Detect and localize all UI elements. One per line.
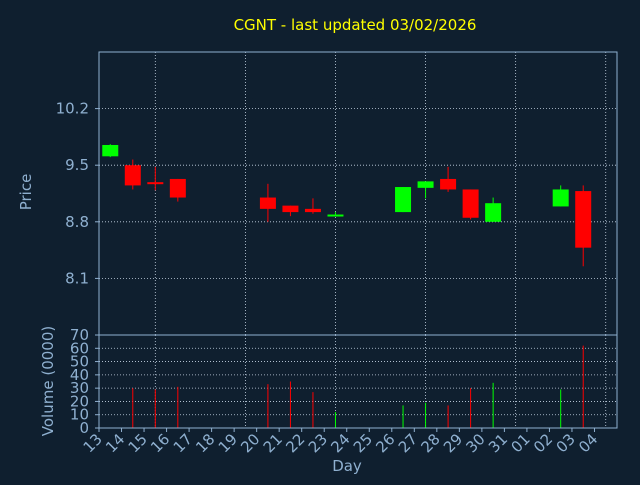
chart-title: CGNT - last updated 03/02/2026	[234, 16, 477, 34]
candle-body	[440, 178, 457, 190]
candle-body	[282, 205, 299, 213]
price-axis-label: Price	[17, 174, 35, 211]
day-axis-label: Day	[332, 457, 362, 475]
volume-tick-label: 70	[70, 326, 89, 344]
candle-body	[259, 197, 276, 209]
candle-body	[485, 203, 502, 222]
candle-body	[124, 165, 141, 186]
price-axis-ticks: 8.1 8.8 9.5 10.2	[56, 100, 99, 287]
volume-tick-label: 60	[70, 339, 89, 357]
price-candles	[102, 144, 592, 267]
volume-grid	[99, 335, 617, 428]
candle-body	[304, 208, 321, 213]
candle-body	[169, 178, 186, 198]
day-tick-label: 04	[575, 430, 601, 456]
price-tick-label: 8.1	[65, 269, 89, 287]
volume-tick-label: 40	[70, 366, 89, 384]
candle-body	[417, 181, 434, 188]
volume-tick-label: 50	[70, 353, 89, 371]
price-tick-label: 10.2	[56, 100, 89, 118]
candle-body	[552, 189, 569, 207]
candle-body	[327, 214, 344, 217]
volume-plot-frame	[98, 334, 618, 429]
day-axis-ticks: 1314151617181920212223242526272829303101…	[80, 428, 601, 456]
volume-bars	[132, 345, 584, 428]
candle-body	[575, 191, 592, 248]
price-tick-label: 8.8	[65, 213, 89, 231]
candle-body	[102, 144, 119, 157]
volume-axis-label: Volume (0000)	[39, 326, 57, 436]
candle-body	[147, 182, 164, 185]
candle-body	[462, 189, 479, 218]
volume-tick-label: 20	[70, 392, 89, 410]
volume-tick-label: 30	[70, 379, 89, 397]
volume-tick-label: 0	[79, 419, 89, 437]
volume-tick-label: 10	[70, 406, 89, 424]
price-tick-label: 9.5	[65, 156, 89, 174]
candle-body	[395, 187, 412, 213]
